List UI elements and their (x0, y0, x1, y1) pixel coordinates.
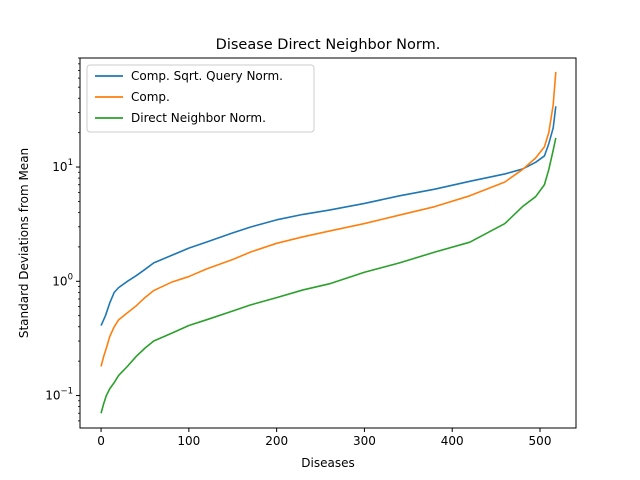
x-axis-label: Diseases (301, 456, 354, 470)
axes-frame (79, 57, 577, 429)
legend-label-0: Comp. Sqrt. Query Norm. (131, 69, 283, 83)
x-tick-label-2: 200 (265, 434, 288, 448)
legend-box (86, 64, 315, 133)
y-axis-label: Standard Deviations from Mean (17, 148, 31, 338)
x-tick-label-3: 300 (353, 434, 376, 448)
x-axis: 0 100 200 300 400 500 (97, 428, 551, 448)
series-line-2 (100, 137, 557, 414)
legend-label-1: Comp. (131, 90, 170, 104)
chart-title: Disease Direct Neighbor Norm. (216, 37, 441, 53)
legend: Comp. Sqrt. Query Norm. Comp. Direct Neigh… (86, 64, 315, 133)
x-tick-label-1: 100 (177, 434, 200, 448)
x-tick-label-0: 0 (97, 434, 105, 448)
y-axis: 10−1 100 101 (45, 57, 80, 422)
series-line-1 (100, 71, 557, 367)
plot-area (100, 71, 557, 414)
series-line-0 (100, 106, 557, 326)
x-tick-label-5: 500 (529, 434, 552, 448)
y-tick-label-2: 101 (52, 158, 73, 174)
y-tick-label-0: 10−1 (45, 387, 73, 403)
legend-label-2: Direct Neighbor Norm. (131, 111, 266, 125)
x-tick-label-4: 400 (441, 434, 464, 448)
y-tick-label-1: 100 (52, 272, 73, 288)
